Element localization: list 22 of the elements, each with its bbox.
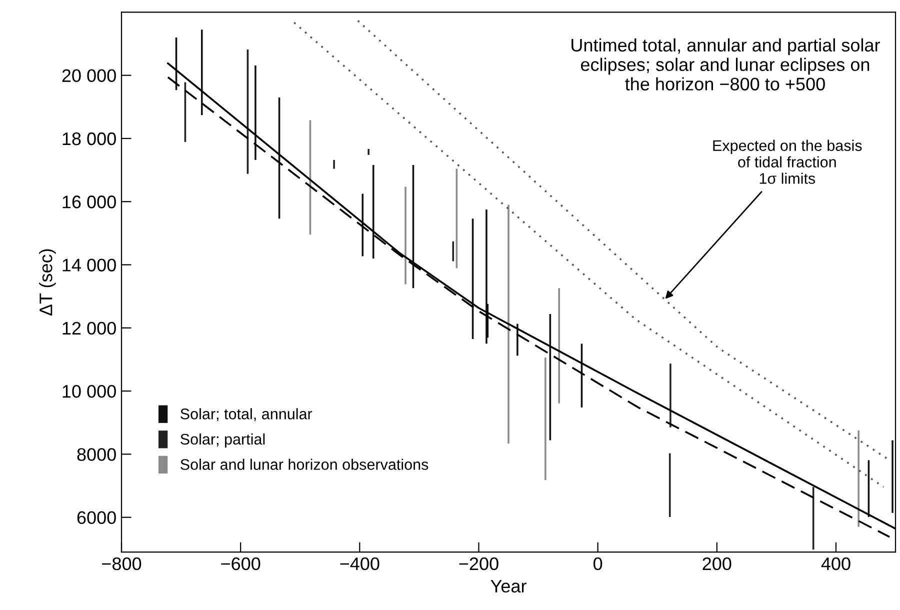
x-tick-label: 400 xyxy=(821,557,850,570)
y-tick-label: 10 000 xyxy=(62,384,116,398)
x-tick-label: −200 xyxy=(459,557,498,570)
y-tick-label: 8000 xyxy=(77,448,116,461)
x-axis-title: Year xyxy=(490,580,526,593)
y-tick-label: 12 000 xyxy=(62,322,116,335)
annotation: Untimed total, annular and partial solar eclipses; solar and lunar eclipses on the horizon −800 to +500 xyxy=(572,38,880,90)
x-tick-label: −400 xyxy=(340,557,380,570)
legend-label: Solar; partial xyxy=(180,433,265,448)
y-axis-title: ΔT (sec) xyxy=(39,249,56,316)
y-tick-label: 16 000 xyxy=(62,196,116,208)
legend-label: Solar and lunar horizon observations xyxy=(180,458,428,470)
y-tick-label: 18 000 xyxy=(62,132,116,146)
y-tick-label: 6000 xyxy=(77,511,116,524)
x-tick-label: −600 xyxy=(221,557,260,570)
x-tick-label: 0 xyxy=(593,557,602,570)
x-tick-label: −800 xyxy=(102,557,142,570)
y-tick-label: 14 000 xyxy=(62,258,116,272)
x-tick-label: 200 xyxy=(702,557,732,570)
annotation: Expected on the basis of tidal fraction 1σ limits xyxy=(713,140,862,184)
y-tick-label: 20 000 xyxy=(62,69,116,82)
legend-label: Solar; total, annular xyxy=(180,408,312,422)
